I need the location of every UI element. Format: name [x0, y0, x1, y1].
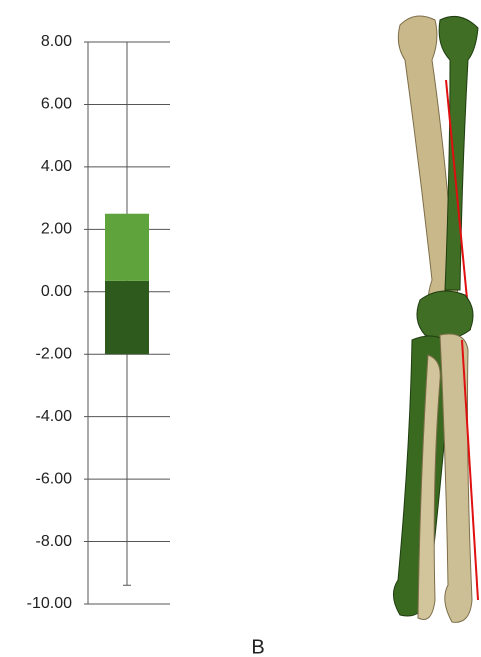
- y-tick-label: 2.00: [41, 221, 72, 238]
- y-tick-label: -4.00: [36, 408, 73, 425]
- y-tick-label: -10.00: [27, 595, 72, 612]
- y-tick-label: 6.00: [41, 96, 72, 113]
- y-tick-label: 0.00: [41, 283, 72, 300]
- panel-label: B: [251, 636, 264, 657]
- y-tick-label: 4.00: [41, 158, 72, 175]
- y-tick-label: -6.00: [36, 470, 73, 487]
- y-tick-label: -2.00: [36, 345, 73, 362]
- bone-image: [393, 15, 479, 623]
- box-upper: [105, 213, 149, 281]
- y-tick-label: 8.00: [41, 33, 72, 50]
- box-lower: [105, 280, 149, 355]
- y-tick-label: -8.00: [36, 533, 73, 550]
